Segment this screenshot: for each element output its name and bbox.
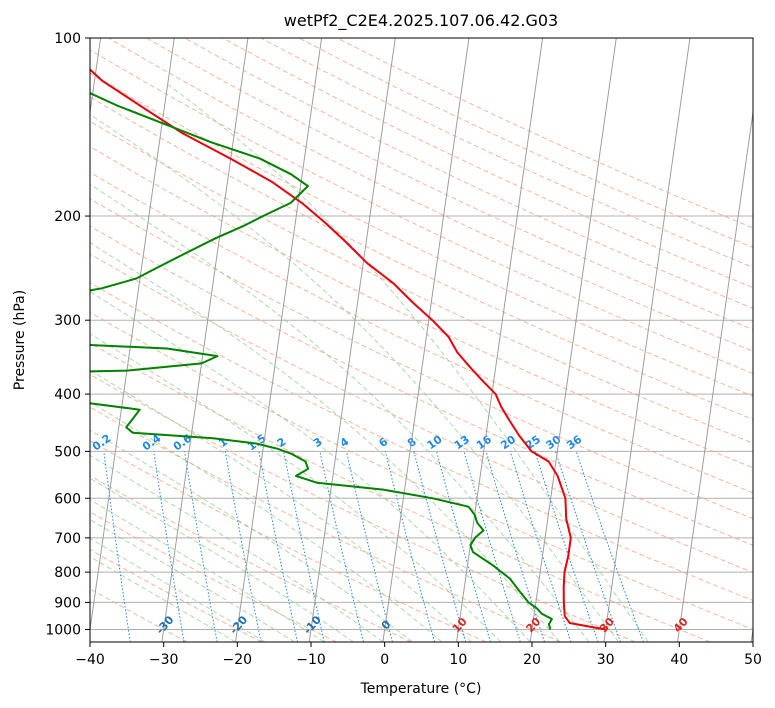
- x-tick-label: 50: [744, 652, 762, 668]
- isotherm-line: [382, 38, 470, 642]
- y-tick-label: 200: [54, 209, 81, 225]
- dry-adiabat-line: [90, 49, 753, 375]
- mixing-ratio-line: [555, 451, 622, 642]
- moist-adiabat-line: [90, 477, 354, 642]
- y-tick-label: 400: [54, 387, 81, 403]
- x-tick-label: −10: [296, 652, 326, 668]
- temperature-profile-line: [90, 68, 606, 631]
- x-tick-label: 0: [380, 652, 389, 668]
- y-tick-label: 1000: [45, 622, 81, 638]
- isotherm-line: [90, 38, 175, 634]
- moist-adiabat-line: [90, 401, 443, 642]
- x-tick-label: 30: [597, 652, 615, 668]
- dry-adiabat-line: [90, 311, 753, 631]
- y-tick-label: 700: [54, 531, 81, 547]
- plot-frame: [89, 37, 754, 643]
- isotherm-line: [529, 38, 617, 642]
- y-tick-label: 100: [54, 31, 81, 47]
- moist-adiabat-line: [90, 454, 384, 642]
- moist-adiabat-line: [167, 84, 649, 642]
- x-tick-label: 20: [523, 652, 541, 668]
- isotherm-line: [456, 38, 544, 642]
- y-tick-label: 300: [54, 313, 81, 329]
- dry-adiabat-line: [90, 72, 753, 397]
- mixing-ratio-line: [575, 451, 644, 642]
- y-tick-label: 600: [54, 491, 81, 507]
- y-tick-label: 500: [54, 444, 81, 460]
- mixing-ratio-line: [384, 451, 436, 642]
- dry-adiabat-line: [90, 225, 753, 546]
- dewpoint-profile-line: [90, 92, 553, 630]
- dry-adiabat-line: [90, 96, 753, 420]
- y-axis: 100 200 300 400 500 600 700 800 900 1000: [45, 31, 90, 638]
- dry-adiabat-line: [108, 38, 753, 352]
- mixing-ratio-line: [346, 451, 393, 642]
- dry-adiabat-line: [90, 282, 753, 602]
- dry-adiabat-line: [90, 440, 487, 642]
- moist-adiabat-line: [90, 369, 472, 642]
- mixing-ratio-line: [319, 451, 364, 642]
- x-axis-label: Temperature (°C): [360, 681, 482, 697]
- y-tick-label: 800: [54, 565, 81, 581]
- dry-adiabat-line: [90, 548, 263, 642]
- dry-adiabat-line: [90, 198, 753, 520]
- mixing-ratio-line: [283, 451, 325, 642]
- isotherm-line: [161, 38, 249, 642]
- mixing-ratio-line: [485, 451, 545, 642]
- y-axis-label: Pressure (hPa): [12, 290, 28, 390]
- moist-adiabat-line: [90, 429, 413, 642]
- dry-adiabat-line: [90, 373, 636, 642]
- isotherm-line: [677, 108, 753, 642]
- x-tick-label: −30: [149, 652, 179, 668]
- isotherm-line: [235, 38, 323, 642]
- mixing-ratio-line: [413, 451, 467, 642]
- x-tick-label: 40: [670, 652, 688, 668]
- x-axis: −40 −30 −20 −10 0 10 20 30 40 50: [75, 642, 762, 668]
- moist-adiabat-line: [90, 242, 561, 642]
- dry-adiabat-line: [90, 253, 753, 573]
- mixing-ratio-line: [534, 451, 599, 642]
- plot-area: 0.2 0.4 0.6 1 1.5 2 3 4 6 8 10 13 16 20 25 30 36-30 -20 -1…: [90, 38, 753, 642]
- mixing-ratio-line: [509, 451, 572, 642]
- chart-title: wetPf2_C2E4.2025.107.06.42.G03: [284, 11, 558, 31]
- x-tick-label: −40: [75, 652, 105, 668]
- moist-adiabat-line: [90, 333, 502, 642]
- isotherm-line: [603, 38, 691, 642]
- moist-adiabat-line: [90, 113, 620, 642]
- dry-adiabat-line: [90, 120, 753, 444]
- x-tick-label: 10: [449, 652, 467, 668]
- moist-adiabat-line: [90, 556, 236, 642]
- mixing-ratio-line: [463, 451, 521, 642]
- moist-adiabat-line: [90, 291, 531, 642]
- moist-adiabat-line: [90, 499, 325, 642]
- y-tick-label: 900: [54, 595, 81, 611]
- moist-adiabat-line: [90, 537, 266, 642]
- x-tick-label: −20: [223, 652, 253, 668]
- isotherm-line: [308, 38, 396, 642]
